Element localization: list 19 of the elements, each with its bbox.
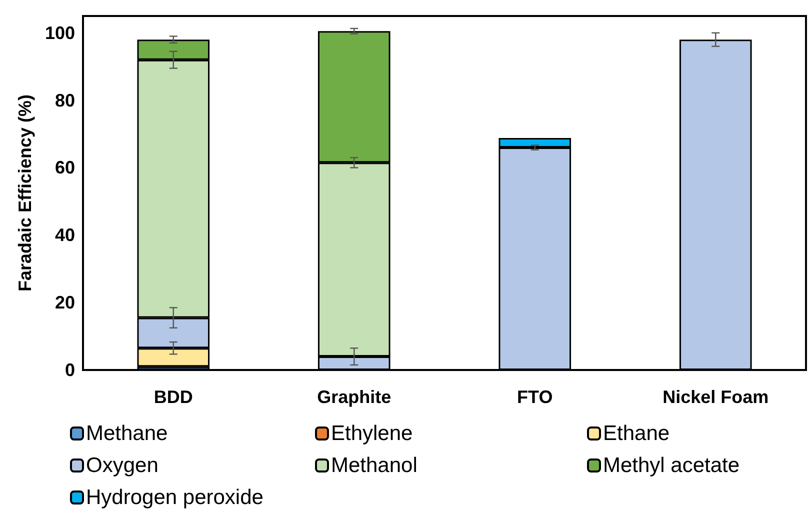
- y-tick-label: 80: [54, 90, 75, 110]
- legend-label: Hydrogen peroxide: [86, 486, 264, 509]
- x-tick-label: FTO: [517, 387, 553, 407]
- legend-label: Methyl acetate: [603, 454, 740, 477]
- bar: [679, 40, 752, 370]
- legend-label: Methanol: [331, 454, 418, 477]
- legend-label: Ethane: [603, 422, 670, 445]
- y-tick-label: 0: [64, 360, 75, 380]
- x-tick-label: BDD: [154, 387, 193, 407]
- x-tick-label: Graphite: [317, 387, 392, 407]
- y-tick-label: 40: [54, 225, 75, 246]
- y-tick-label: 60: [54, 158, 75, 178]
- y-tick-label: 20: [54, 292, 75, 313]
- x-tick-label: Nickel Foam: [662, 387, 769, 407]
- legend-label: Oxygen: [86, 454, 158, 477]
- legend-label: Ethylene: [331, 422, 413, 445]
- legend-label: Methane: [86, 422, 168, 445]
- y-tick-label: 100: [44, 22, 75, 43]
- y-axis-title: Faradaic Efficiency (%): [15, 94, 36, 292]
